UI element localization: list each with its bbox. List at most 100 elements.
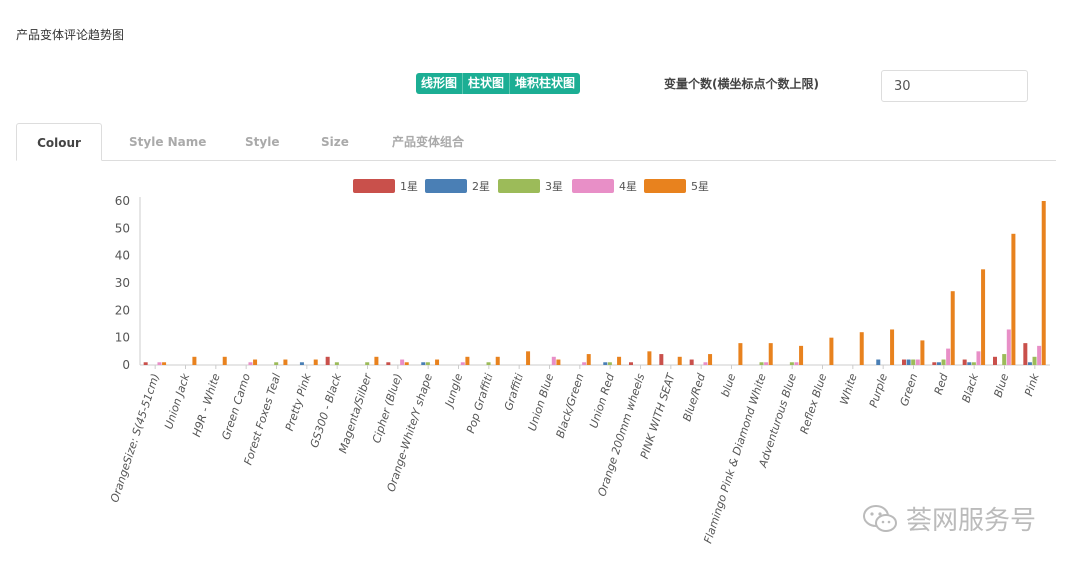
bar <box>253 359 258 365</box>
bar-chart-button[interactable]: 柱状图 <box>463 73 511 94</box>
legend-swatch <box>353 179 395 193</box>
x-tick-label: Green <box>898 372 921 408</box>
tab-size[interactable]: Size <box>321 135 349 149</box>
bar <box>647 351 652 365</box>
bar <box>386 362 391 365</box>
y-tick-label: 60 <box>115 194 130 208</box>
bar <box>759 362 764 365</box>
x-tick-label: Pop Graffiti <box>464 372 496 435</box>
bar <box>334 362 339 365</box>
legend-swatch <box>572 179 614 193</box>
bar <box>586 354 591 365</box>
bar <box>435 359 440 365</box>
x-tick-label: Magenta/Silber <box>336 371 374 455</box>
bar <box>465 356 470 365</box>
bar <box>689 359 694 365</box>
bar <box>829 337 834 365</box>
bar <box>526 351 531 365</box>
line-chart-button[interactable]: 线形图 <box>416 73 464 94</box>
x-tick-label: White <box>837 372 859 407</box>
bar <box>976 351 981 365</box>
legend-swatch <box>425 179 467 193</box>
bar <box>192 356 197 365</box>
x-tick-label: Black/Green <box>554 372 587 440</box>
chart-type-switcher: 线形图 柱状图 堆积柱状图 <box>416 73 581 94</box>
bar <box>962 359 967 365</box>
x-tick-label: GS300 - Black <box>308 371 344 449</box>
bar <box>248 362 253 365</box>
x-tick-label: Black <box>959 371 981 404</box>
y-tick-label: 30 <box>115 276 130 290</box>
x-tick-label: Union Red <box>587 371 617 430</box>
bar <box>890 329 895 365</box>
bar <box>902 359 906 365</box>
bar <box>1027 362 1032 365</box>
bar <box>607 362 612 365</box>
x-tick-label: Union Blue <box>526 372 557 433</box>
x-tick-label: Union Jack <box>162 371 192 430</box>
bar <box>582 362 587 365</box>
legend-label: 1星 <box>400 180 418 193</box>
bar <box>1041 201 1046 365</box>
stacked-bar-chart-button[interactable]: 堆积柱状图 <box>515 76 576 90</box>
bar <box>629 362 633 365</box>
variable-count-input[interactable] <box>881 70 1028 102</box>
bar <box>703 362 708 365</box>
bar <box>1006 329 1011 365</box>
bar <box>400 359 405 365</box>
tab-colour[interactable]: Colour <box>16 123 102 161</box>
bar <box>946 348 951 365</box>
tab-style[interactable]: Style <box>245 135 280 149</box>
legend-label: 5星 <box>691 180 709 193</box>
x-tick-label: Blue <box>991 372 1011 399</box>
x-tick-label: OrangeSize: S(45-51cm) <box>108 372 162 504</box>
bar <box>1032 356 1037 365</box>
bar <box>157 362 162 365</box>
watermark-text: 荟网服务号 <box>906 506 1037 536</box>
x-tick-label: Purple <box>867 372 890 409</box>
bar <box>1037 345 1042 365</box>
bar <box>906 359 911 365</box>
x-tick-label: Reflex Blue <box>798 372 830 436</box>
bar <box>967 362 972 365</box>
y-tick-label: 0 <box>122 358 130 372</box>
bar <box>1011 233 1016 365</box>
bar <box>936 362 941 365</box>
bar <box>486 362 491 365</box>
watermark: 荟网服务号 <box>862 500 1036 537</box>
legend-label: 4星 <box>619 180 637 193</box>
bar <box>920 340 925 365</box>
bar <box>876 359 881 365</box>
bar <box>799 345 804 365</box>
bar <box>859 332 864 365</box>
legend-label: 2星 <box>472 180 490 193</box>
bar <box>404 362 409 365</box>
bar <box>603 362 608 365</box>
x-tick-label: Jungle <box>442 372 466 410</box>
tab-variant-combination[interactable]: 产品变体组合 <box>392 135 465 149</box>
bar <box>659 354 664 365</box>
bar <box>941 359 946 365</box>
wechat-icon <box>863 504 897 532</box>
bar <box>425 362 430 365</box>
page-title: 产品变体评论趋势图 <box>16 28 125 42</box>
legend-swatch <box>498 179 540 193</box>
bar <box>738 343 743 365</box>
bar <box>932 362 937 365</box>
legend-label: 3星 <box>545 180 563 193</box>
bar <box>325 356 330 365</box>
bar <box>421 362 426 365</box>
bar <box>274 362 279 365</box>
variable-count-label: 变量个数(横坐标点个数上限) <box>664 77 819 91</box>
bar <box>143 362 148 365</box>
bar <box>551 356 556 365</box>
x-tick-label: H9R - White <box>190 372 223 439</box>
bar <box>313 359 318 365</box>
tab-style-name[interactable]: Style Name <box>129 135 207 149</box>
x-tick-label: Cipher (Blue) <box>370 372 405 445</box>
x-tick-label: Red <box>932 371 951 396</box>
bar <box>556 359 561 365</box>
y-tick-label: 20 <box>115 303 130 317</box>
bar <box>789 362 794 365</box>
